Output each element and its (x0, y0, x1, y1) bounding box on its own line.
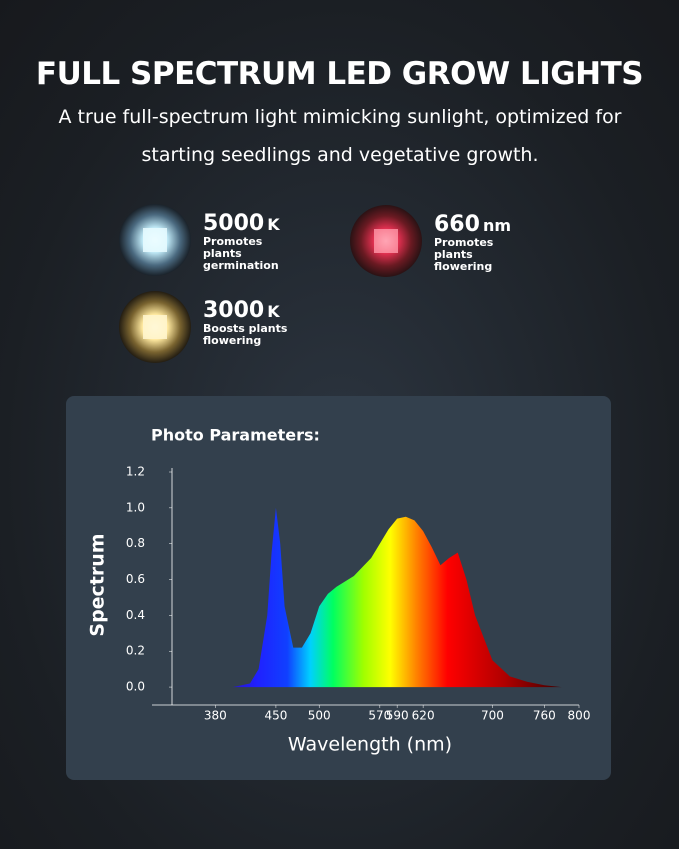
subtitle: A true full-spectrum light mimicking sun… (58, 106, 622, 166)
led-chip (143, 228, 167, 252)
title: FULL SPECTRUM LED GROW LIGHTS (35, 56, 644, 92)
x-tick-label: 450 (264, 709, 287, 723)
y-tick-label: 1.0 (126, 500, 145, 514)
feature-unit: K (267, 215, 280, 234)
feature: 660 nm Promotes plants flowering (434, 212, 634, 273)
feature: 3000 K Boosts plants flowering (203, 298, 403, 347)
x-tick-label: 500 (308, 709, 331, 723)
x-tick-label: 570 (368, 709, 391, 723)
x-tick-label: 760 (533, 709, 556, 723)
feature: 5000 K Promotes plants germination (203, 211, 403, 272)
feature-value: 5000 (203, 211, 265, 236)
led-chip (143, 315, 167, 339)
y-axis-label: Spectrum (87, 533, 109, 636)
x-tick-label: 590 (386, 709, 409, 723)
x-tick-label: 700 (481, 709, 504, 723)
feature-unit: nm (482, 216, 511, 235)
led-chip (374, 229, 398, 253)
feature-value: 3000 (203, 298, 265, 323)
spectrum-area (180, 507, 562, 688)
x-axis-label: Wavelength (nm) (288, 734, 452, 756)
y-tick-label: 0.8 (126, 536, 145, 550)
y-tick-label: 0.2 (126, 644, 145, 658)
x-tick-label: 620 (412, 709, 435, 723)
feature-description: Promotes plants flowering (434, 236, 494, 273)
feature-description: Boosts plants flowering (203, 322, 288, 347)
x-tick-label: 380 (204, 709, 227, 723)
y-tick-label: 0.0 (126, 680, 145, 694)
feature-value: 660 (434, 212, 480, 237)
y-tick-label: 0.6 (126, 572, 145, 586)
y-tick-label: 1.2 (126, 465, 145, 479)
x-tick-label: 800 (568, 709, 591, 723)
feature-description: Promotes plants germination (203, 235, 279, 272)
y-tick-label: 0.4 (126, 608, 145, 622)
feature-unit: K (267, 302, 280, 321)
chart-title: Photo Parameters: (151, 426, 320, 445)
